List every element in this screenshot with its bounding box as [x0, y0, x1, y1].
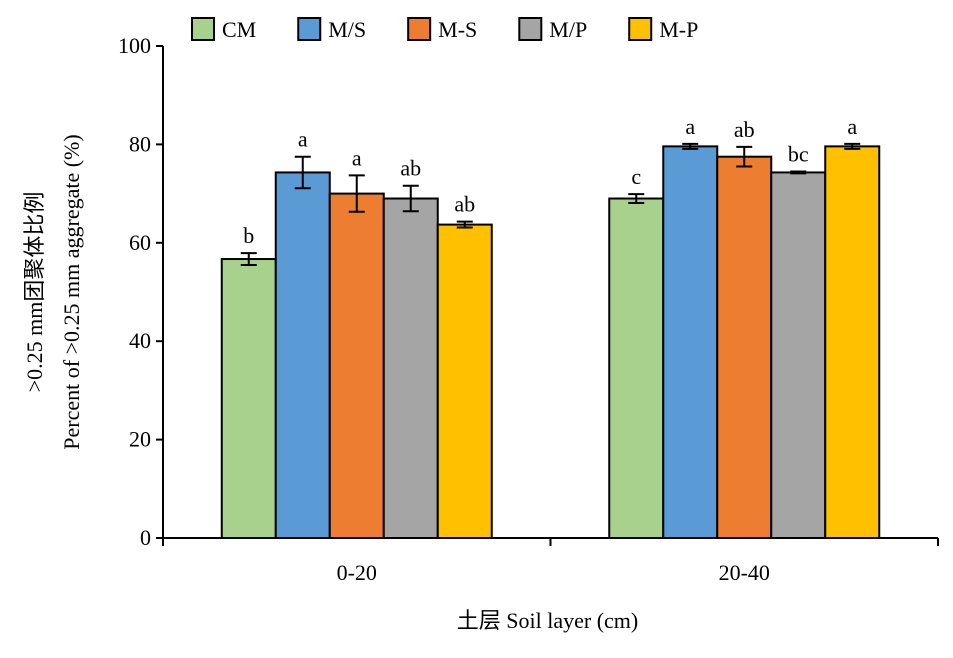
- y-tick-label: 60: [129, 230, 151, 255]
- y-tick-label: 80: [129, 131, 151, 156]
- significance-label: a: [847, 114, 857, 139]
- legend-swatch: [191, 17, 215, 41]
- y-tick-label: 100: [118, 33, 151, 58]
- legend-swatch: [297, 17, 322, 41]
- bar-cm-0-20: [220, 258, 277, 539]
- legend-label: M-S: [438, 17, 477, 42]
- axes-layer: 0 20 40 60 80 100 0-20 20-40: [118, 33, 939, 585]
- significance-label: c: [631, 164, 641, 189]
- significance-label: bc: [788, 141, 809, 166]
- bar-ms-0-20: [328, 192, 385, 539]
- legend-swatch: [628, 17, 653, 41]
- x-tick-label: 20-40: [719, 560, 770, 585]
- legend-swatch: [518, 17, 543, 41]
- significance-label: ab: [454, 192, 475, 217]
- titles-layer: 土层 Soil layer (cm) >0.25 mm团聚体比例 Percent o…: [22, 134, 638, 633]
- y-tick-label: 0: [140, 525, 151, 550]
- significance-label: a: [685, 114, 695, 139]
- significance-label: b: [243, 223, 254, 248]
- bar-ms-0-20: [274, 171, 331, 539]
- y-axis-title-line-2: Percent of >0.25 mm aggregate (%): [59, 134, 84, 449]
- bar-mp-0-20: [382, 197, 439, 540]
- y-axis-title-line-1: >0.25 mm团聚体比例: [22, 192, 47, 393]
- legend-swatch: [407, 17, 432, 41]
- x-tick-label: 0-20: [337, 560, 377, 585]
- x-axis-title: 土层 Soil layer (cm): [457, 608, 638, 633]
- significance-label: ab: [734, 117, 755, 142]
- legend-label: M/P: [549, 17, 587, 42]
- legend: CM M/S M-S M/P M-P: [191, 17, 698, 42]
- y-tick-label: 20: [129, 427, 151, 452]
- significance-label: a: [352, 145, 362, 170]
- bar-mp-20-40: [770, 171, 827, 539]
- bar-ms-20-40: [662, 145, 719, 539]
- significance-label: ab: [400, 156, 421, 181]
- bar-mp-20-40: [824, 145, 881, 539]
- bar-mp-0-20: [436, 223, 493, 539]
- bar-cm-20-40: [608, 197, 665, 540]
- significance-label: a: [298, 127, 308, 152]
- bar-ms-20-40: [716, 155, 773, 539]
- y-tick-label: 40: [129, 328, 151, 353]
- legend-label: M/S: [328, 17, 366, 42]
- legend-label: M-P: [659, 17, 698, 42]
- legend-label: CM: [222, 17, 256, 42]
